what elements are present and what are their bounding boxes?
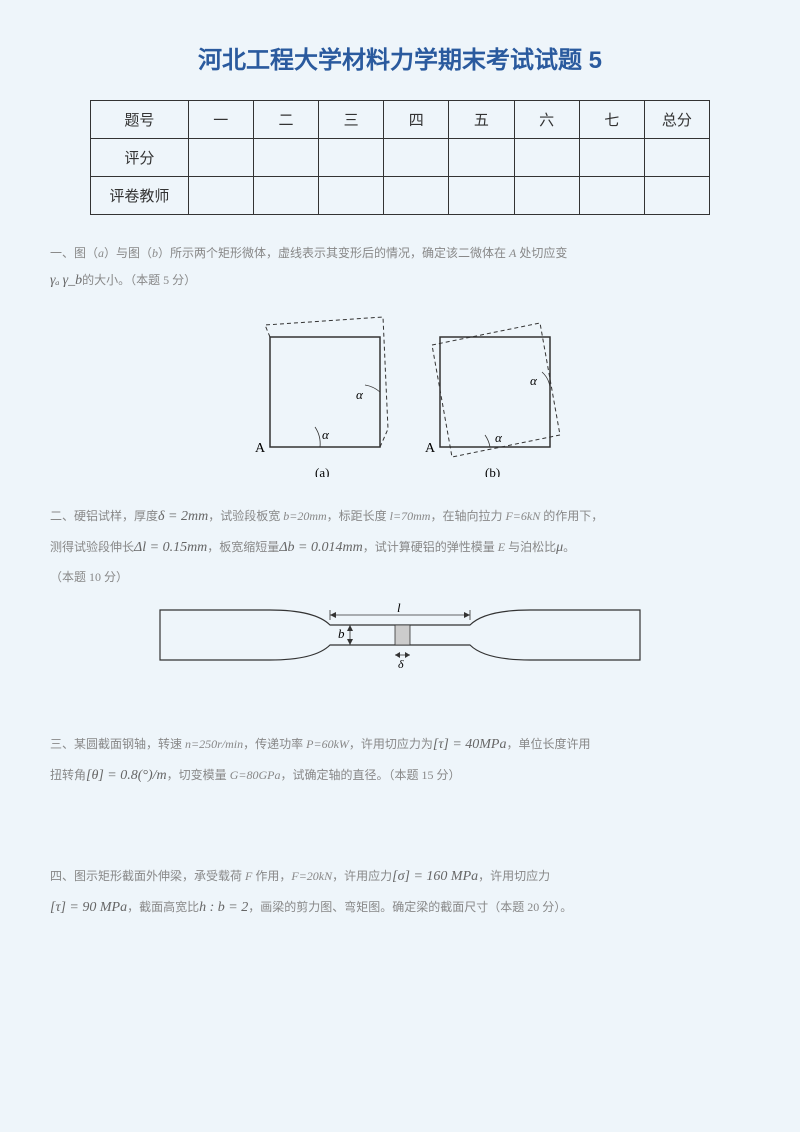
header-cell: 一 bbox=[188, 101, 253, 139]
question-3: 三、某圆截面钢轴，转速 n=250r/min，传递功率 P=60kW，许用切应力… bbox=[50, 730, 750, 792]
question-4: 四、图示矩形截面外伸梁，承受载荷 F 作用，F=20kN，许用应力[σ] = 1… bbox=[50, 862, 750, 924]
l-label: l bbox=[397, 600, 401, 615]
header-cell: 总分 bbox=[644, 101, 709, 139]
header-cell: 五 bbox=[449, 101, 514, 139]
alpha-label: α bbox=[495, 430, 503, 445]
header-cell: 二 bbox=[253, 101, 318, 139]
header-cell: 三 bbox=[319, 101, 384, 139]
exam-title: 河北工程大学材料力学期末考试试题 5 bbox=[50, 40, 750, 75]
specimen-diagram: l b δ bbox=[150, 600, 650, 680]
table-row: 评分 bbox=[91, 139, 710, 177]
gamma-b: γ_b bbox=[63, 273, 83, 288]
row-label: 评卷教师 bbox=[91, 177, 189, 215]
delta-label: δ bbox=[398, 657, 404, 671]
point-a-label: A bbox=[425, 441, 436, 456]
question-1: 一、图（a）与图（b）所示两个矩形微体，虚线表示其变形后的情况，确定该二微体在 … bbox=[50, 240, 750, 297]
row-label: 评分 bbox=[91, 139, 189, 177]
fig-a-label: (a) bbox=[315, 465, 329, 477]
point-a-label: A bbox=[255, 441, 266, 456]
score-table: 题号 一 二 三 四 五 六 七 总分 评分 评卷教师 bbox=[90, 100, 710, 215]
question-2: 二、硬铝试样，厚度δ = 2mm，试验段板宽 b=20mm，标距长度 l=70m… bbox=[50, 502, 750, 590]
header-cell: 题号 bbox=[91, 101, 189, 139]
header-cell: 六 bbox=[514, 101, 579, 139]
b-label: b bbox=[338, 626, 345, 641]
alpha-label: α bbox=[530, 373, 538, 388]
gamma-a: γₐ bbox=[50, 273, 60, 288]
alpha-label: α bbox=[356, 387, 364, 402]
table-row: 评卷教师 bbox=[91, 177, 710, 215]
header-cell: 四 bbox=[384, 101, 449, 139]
q1-figures: α α A (a) α α A (b) bbox=[50, 307, 750, 482]
q2-figure: l b δ bbox=[50, 600, 750, 685]
fig-b-label: (b) bbox=[485, 465, 500, 477]
alpha-label: α bbox=[322, 427, 330, 442]
q1-diagram: α α A (a) α α A (b) bbox=[220, 307, 580, 477]
header-cell: 七 bbox=[579, 101, 644, 139]
table-header-row: 题号 一 二 三 四 五 六 七 总分 bbox=[91, 101, 710, 139]
